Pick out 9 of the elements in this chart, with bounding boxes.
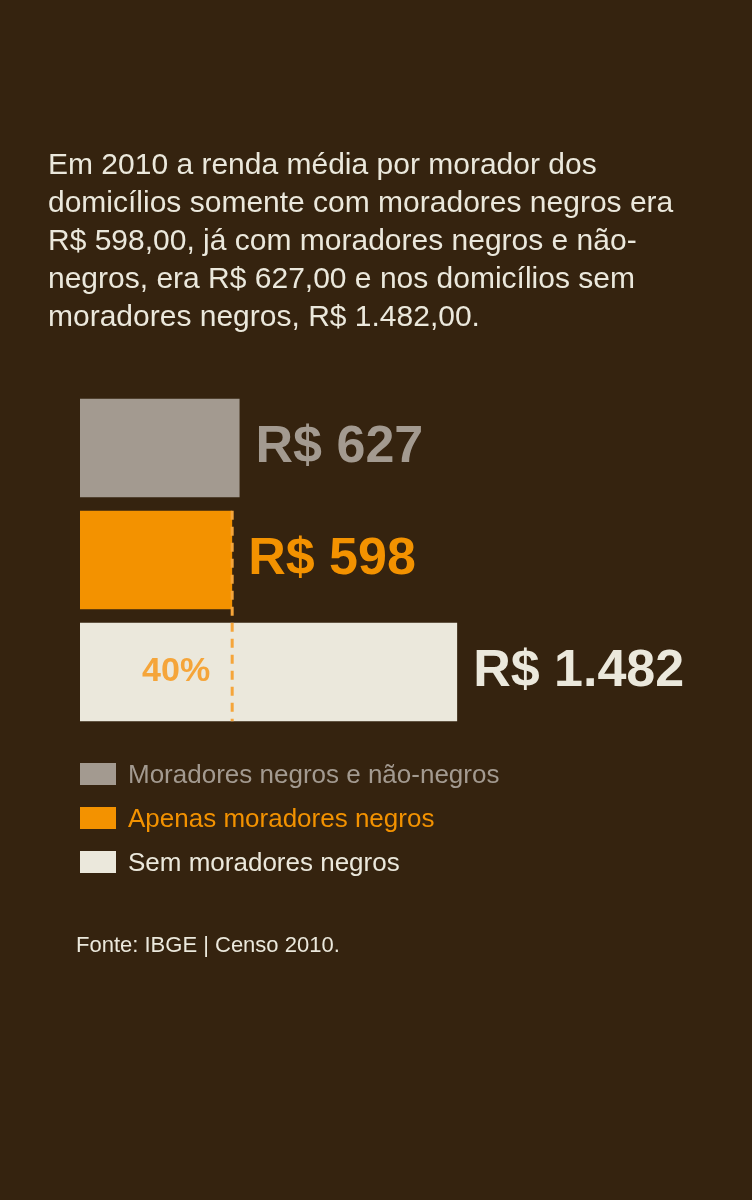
legend-label: Sem moradores negros (128, 846, 400, 878)
annotation: 40% (142, 650, 211, 689)
legend-label: Moradores negros e não-negros (128, 758, 500, 790)
chart-title: Em 2010 a renda média por morador dos domicílios somente com moradores negros era R$ 598,00, já com moradores negros e não-negros, era R$ 627,00 e nos domicílios sem moradores negros, R$ 1.482,00. (48, 146, 675, 334)
source-note: Fonte: IBGE | Censo 2010. (76, 932, 340, 958)
data-label: R$ 598 (248, 527, 416, 586)
legend-label: Apenas moradores negros (128, 802, 435, 834)
data-label: R$ 1.482 (473, 639, 685, 698)
data-label: R$ 627 (255, 415, 424, 474)
